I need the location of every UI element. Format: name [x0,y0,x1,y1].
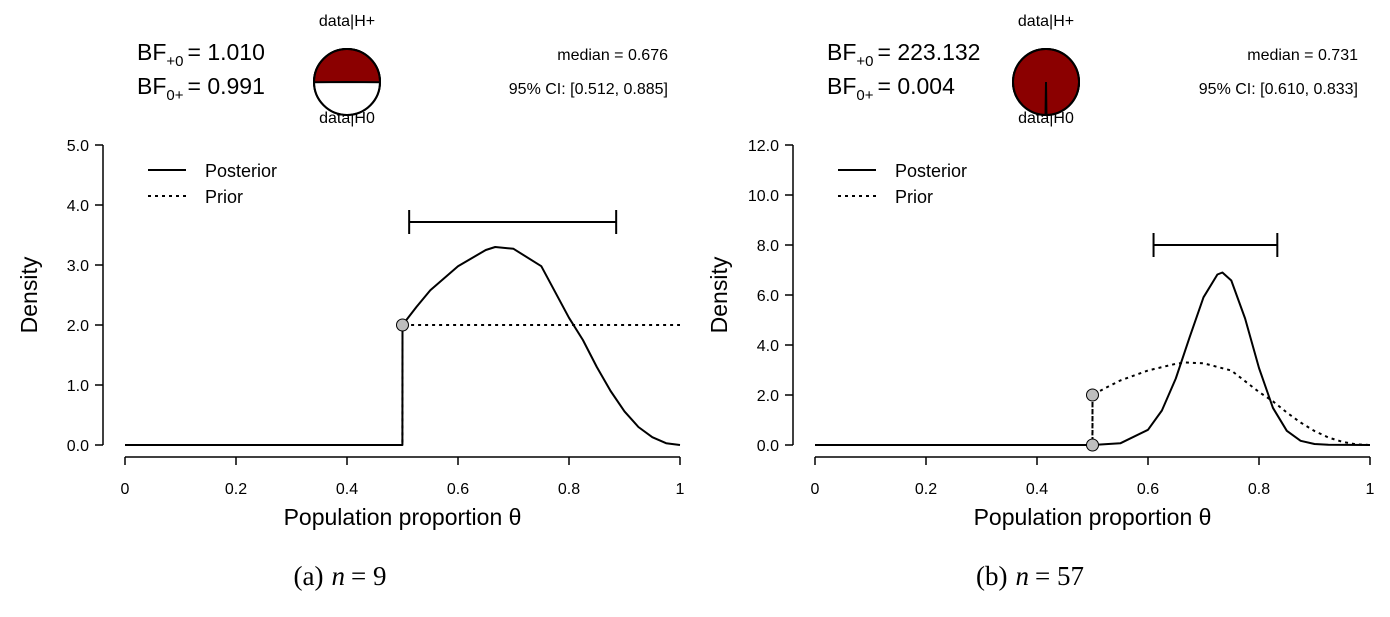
bf-label: BF [827,39,856,65]
legend-prior-label: Prior [205,187,243,207]
bf-subscript: 0+ [166,87,183,104]
median-text: median = 0.731 [1247,47,1358,64]
bf-subscript: 0+ [856,87,873,104]
median-text: median = 0.676 [557,47,668,64]
posterior-line [815,271,1371,446]
y-tick-label: 0.0 [757,438,779,455]
x-axis-label: Population proportion θ [284,504,522,530]
y-tick-label: 5.0 [67,138,89,155]
x-tick-label: 0.4 [1026,481,1048,498]
bf-plus0-text: BF+0 = 1.010 [137,39,265,70]
null-density-point [396,318,409,332]
bf-label: BF [137,73,166,99]
caption: (b) n = 57 [976,561,1084,591]
caption-value: = 57 [1035,561,1084,591]
legend-posterior-label: Posterior [205,161,277,181]
y-tick-label: 12.0 [748,138,779,155]
y-tick-label: 0.0 [67,438,89,455]
x-tick-label: 0.8 [558,481,580,498]
bf-subscript: +0 [856,53,873,70]
y-axis-label: Density [16,256,42,333]
bf-value: = 0.991 [188,73,265,99]
y-tick-label: 6.0 [757,288,779,305]
x-tick-label: 0.2 [915,481,937,498]
caption-value: = 9 [351,561,386,591]
y-tick-label: 4.0 [757,338,779,355]
pie-bottom-label: data|H0 [319,110,375,127]
caption-label: (b) [976,561,1007,591]
x-tick-label: 0.6 [1137,481,1159,498]
y-tick-label: 1.0 [67,378,89,395]
y-tick-label: 2.0 [757,388,779,405]
pie-bottom-label: data|H0 [1018,110,1074,127]
bf-0plus-text: BF0+ = 0.004 [827,73,955,104]
null-density-point [1086,438,1099,452]
legend-prior-label: Prior [895,187,933,207]
y-tick-label: 10.0 [748,188,779,205]
pie-top-label: data|H+ [319,13,375,30]
bf-label: BF [137,39,166,65]
bf-label: BF [827,73,856,99]
y-axis-label: Density [706,256,732,333]
caption-variable: n [1016,561,1030,591]
legend-posterior-label: Posterior [895,161,967,181]
bf-plus0-text: BF+0 = 223.132 [827,39,980,70]
x-tick-label: 0 [121,481,130,498]
caption-variable: n [331,561,345,591]
posterior-line [125,246,681,446]
bf-value: = 223.132 [878,39,981,65]
null-density-point [1086,388,1099,402]
y-tick-label: 8.0 [757,238,779,255]
prior-line [815,361,1371,446]
bf-0plus-text: BF0+ = 0.991 [137,73,265,104]
y-tick-label: 3.0 [67,258,89,275]
x-tick-label: 1 [676,481,685,498]
caption: (a) n = 9 [294,561,387,591]
ci-text: 95% CI: [0.512, 0.885] [509,81,668,98]
x-tick-label: 0.4 [336,481,358,498]
x-tick-label: 0.6 [447,481,469,498]
y-tick-label: 2.0 [67,318,89,335]
x-axis-label: Population proportion θ [974,504,1212,530]
x-tick-label: 0.8 [1248,481,1270,498]
bf-subscript: +0 [166,53,183,70]
pie-outline [1012,48,1080,116]
x-tick-label: 0 [811,481,820,498]
x-tick-label: 1 [1366,481,1375,498]
pie-slice-h-plus [313,47,381,84]
y-tick-label: 4.0 [67,198,89,215]
pie-top-label: data|H+ [1018,13,1074,30]
pie-outline [313,48,381,116]
ci-text: 95% CI: [0.610, 0.833] [1199,81,1358,98]
x-tick-label: 0.2 [225,481,247,498]
bf-value: = 0.004 [878,73,956,99]
caption-label: (a) [294,561,324,591]
bf-value: = 1.010 [188,39,265,65]
